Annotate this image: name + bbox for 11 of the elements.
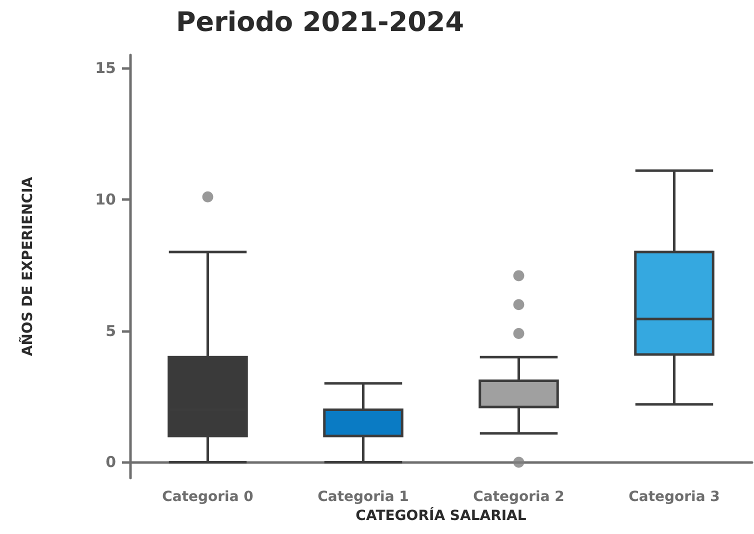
x-tick-label: Categoria 1 <box>318 489 409 505</box>
y-tick-label: 15 <box>95 59 116 78</box>
x-axis-title: CATEGORÍA SALARIAL <box>356 506 526 524</box>
x-tick-label: Categoria 2 <box>473 489 564 505</box>
x-tick-label: Categoria 3 <box>628 489 720 505</box>
y-tick-label: 0 <box>106 453 116 472</box>
y-tick-label: 5 <box>106 322 116 340</box>
y-axis-title: AÑOS DE EXPERIENCIA <box>19 176 36 356</box>
y-tick-label: 10 <box>95 190 116 209</box>
x-tick-label: Categoria 0 <box>162 489 254 505</box>
chart-title: Periodo 2021-2024 <box>176 7 464 38</box>
